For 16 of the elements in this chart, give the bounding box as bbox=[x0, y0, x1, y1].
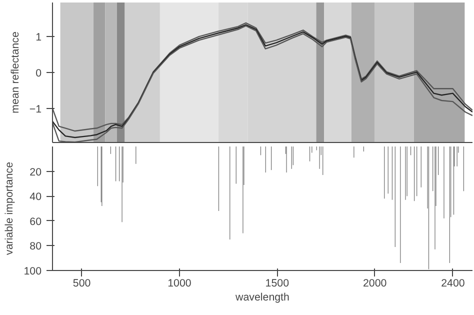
x-tick-label: 2400 bbox=[441, 278, 465, 290]
y-tick-label: 100 bbox=[24, 266, 42, 278]
y-axis-title: mean reflectance bbox=[9, 32, 22, 114]
x-tick-label: 2000 bbox=[362, 278, 387, 290]
y-tick-label: 20 bbox=[30, 166, 42, 178]
y-tick-label: 40 bbox=[30, 191, 42, 204]
x-tick-label: 500 bbox=[72, 278, 91, 290]
y-tick-label: 1 bbox=[36, 32, 42, 44]
y-tick-label: 60 bbox=[30, 216, 42, 228]
x-tick-label: 1000 bbox=[168, 278, 192, 290]
x-tick-label: 1500 bbox=[265, 278, 290, 290]
y-tick-label: 0 bbox=[36, 68, 42, 80]
x-axis-title: wavelength bbox=[234, 292, 290, 304]
y-tick-label: 80 bbox=[30, 240, 42, 253]
y-axis-title: variable importance bbox=[4, 162, 16, 255]
y-tick-label: −1 bbox=[29, 103, 42, 116]
